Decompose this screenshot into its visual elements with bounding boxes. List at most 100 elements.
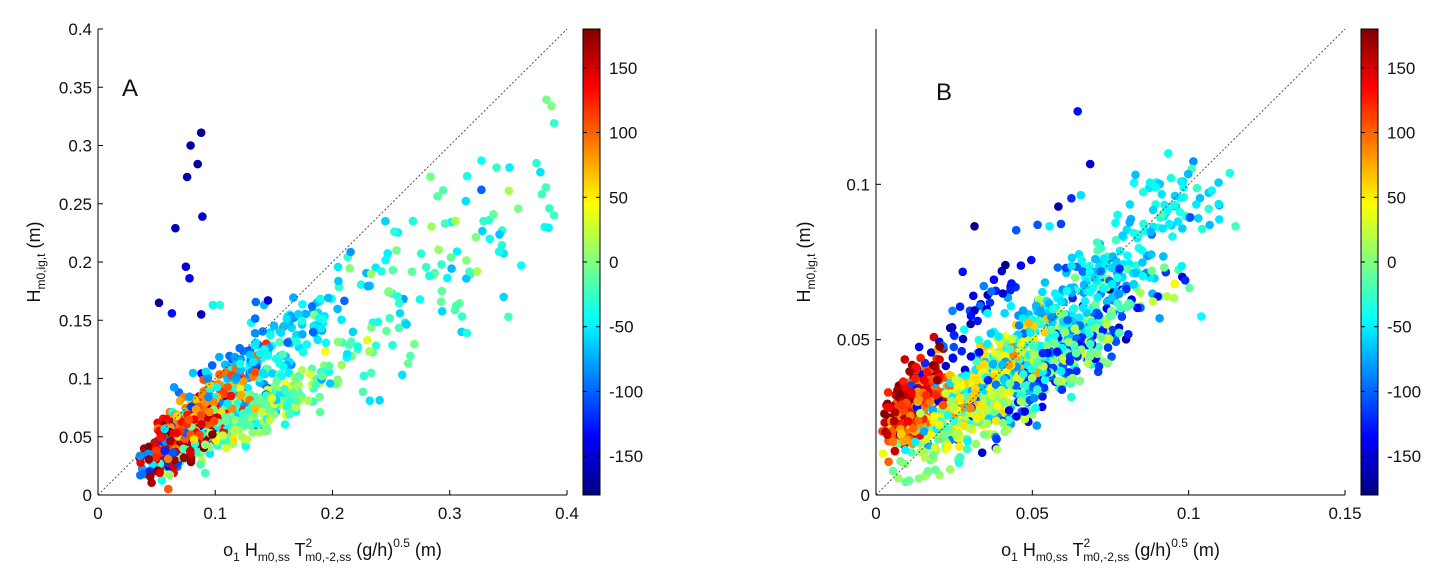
data-point	[426, 172, 435, 181]
data-point	[1115, 264, 1124, 274]
data-point	[294, 309, 303, 319]
data-point	[920, 427, 929, 436]
data-point	[171, 223, 180, 233]
data-point	[1092, 238, 1102, 247]
data-point	[986, 390, 996, 400]
data-point	[307, 302, 317, 311]
data-point	[1129, 279, 1139, 289]
data-point	[1003, 425, 1012, 434]
data-point	[237, 432, 247, 441]
data-point	[1175, 207, 1185, 217]
data-point	[962, 444, 972, 454]
data-point	[1207, 186, 1217, 195]
data-point	[265, 406, 274, 415]
data-point	[305, 370, 315, 379]
data-point	[1185, 213, 1195, 222]
data-point	[928, 361, 938, 370]
data-point	[1197, 224, 1207, 234]
data-point	[951, 375, 961, 385]
data-point	[983, 404, 993, 414]
data-point	[240, 418, 250, 427]
data-point	[1049, 337, 1059, 346]
data-point	[1020, 414, 1030, 424]
data-point	[478, 226, 487, 236]
data-point	[1094, 310, 1103, 320]
data-point	[930, 443, 940, 452]
data-point	[914, 415, 923, 425]
data-point	[223, 382, 232, 392]
data-point	[289, 293, 298, 302]
data-point	[965, 423, 975, 433]
data-point	[165, 470, 175, 480]
data-point	[492, 163, 501, 172]
data-point	[878, 449, 888, 458]
data-point	[205, 449, 215, 459]
data-point	[1117, 312, 1127, 322]
data-point	[1048, 304, 1058, 314]
y-tick-label: 0.15	[59, 311, 92, 330]
data-point	[883, 430, 892, 440]
data-point	[384, 287, 394, 296]
data-point	[465, 267, 474, 276]
data-point	[292, 396, 302, 405]
data-point	[505, 163, 514, 172]
data-point	[983, 308, 992, 318]
data-point	[1070, 324, 1079, 333]
data-point	[381, 216, 390, 226]
data-point	[440, 219, 450, 228]
data-point	[1031, 403, 1040, 413]
data-point	[421, 262, 431, 272]
data-point	[1078, 303, 1088, 313]
data-point	[266, 330, 275, 340]
data-point	[324, 361, 334, 371]
data-point	[1000, 308, 1009, 318]
data-point	[1085, 352, 1095, 361]
data-point	[1148, 205, 1158, 215]
data-point	[1164, 149, 1173, 158]
data-point	[313, 335, 323, 345]
data-point	[1180, 276, 1190, 285]
data-point	[919, 375, 929, 385]
data-point	[471, 232, 481, 242]
data-point	[504, 312, 513, 322]
data-point	[1073, 107, 1082, 116]
data-point	[931, 390, 941, 400]
y-tick-label: 0.1	[846, 175, 870, 194]
data-point	[910, 437, 920, 447]
data-point	[1062, 286, 1072, 296]
data-point	[1065, 357, 1075, 366]
data-point	[462, 274, 471, 283]
data-point	[1016, 396, 1026, 406]
data-point	[284, 389, 293, 399]
data-point	[1027, 255, 1036, 265]
data-point	[388, 340, 397, 350]
data-point	[263, 296, 273, 305]
data-point	[986, 329, 996, 338]
data-point	[1014, 321, 1024, 330]
data-point	[1075, 376, 1085, 386]
data-point	[398, 370, 407, 380]
data-point	[889, 416, 899, 426]
data-point	[275, 337, 284, 347]
data-point	[980, 360, 989, 369]
data-point	[1151, 183, 1161, 192]
y-tick-label: 0.2	[68, 253, 92, 272]
data-point	[443, 273, 452, 283]
data-point	[182, 172, 192, 182]
data-point	[949, 403, 959, 413]
data-point	[200, 440, 210, 450]
data-point	[145, 472, 155, 481]
data-point	[951, 430, 961, 440]
data-point	[1148, 297, 1158, 306]
data-point	[268, 369, 277, 378]
data-point	[395, 309, 405, 318]
data-point	[1157, 190, 1167, 199]
data-point	[461, 196, 471, 206]
data-point	[956, 453, 965, 462]
data-point	[215, 300, 225, 310]
data-point	[383, 249, 393, 258]
colorbar-tick-label: 0	[1387, 253, 1396, 272]
data-point	[1004, 406, 1014, 415]
data-point	[433, 192, 442, 201]
